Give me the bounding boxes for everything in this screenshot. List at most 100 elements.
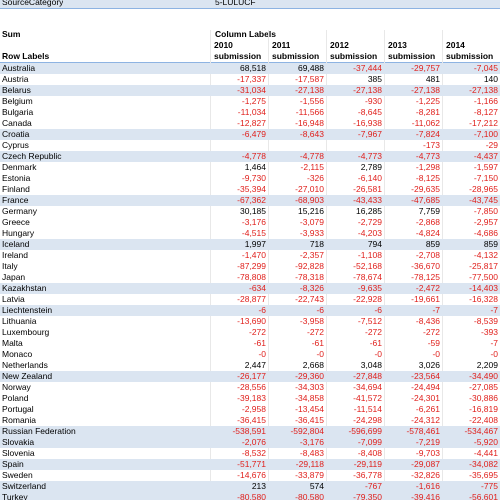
cell-value: -2,076 [241,437,266,447]
cell-value: -79,350 [353,492,382,500]
cell-value: -11,566 [295,107,324,117]
cell-value: -7,967 [357,129,382,139]
cell-value: 481 [425,74,440,84]
cell-value: -36,415 [295,415,324,425]
cell-value: -2,958 [241,404,266,414]
row-label: Hungary [2,228,35,238]
cell-value: -596,699 [348,426,382,436]
cell-value: -43,745 [469,195,498,205]
filter-label: SourceCategory [2,0,64,7]
cell-value: -27,085 [469,382,498,392]
cell-value: -4,132 [473,250,498,260]
cell-value: -14,676 [237,470,266,480]
cell-value: -4,515 [241,228,266,238]
row-label: Sweden [2,470,33,480]
cell-value: -31,034 [237,85,266,95]
cell-value: -37,444 [353,63,382,73]
cell-value: -272 [364,327,382,337]
cell-value: -22,743 [295,294,324,304]
cell-value: -24,312 [411,415,440,425]
row-label: Canada [2,118,32,128]
cell-value: -19,661 [411,294,440,304]
row-label: New Zealand [2,371,53,381]
row-label: Belgium [2,96,33,106]
cell-value: 2,668 [302,360,324,370]
cell-value: -28,556 [237,382,266,392]
cell-value: -326 [306,173,324,183]
cell-value: -24,494 [411,382,440,392]
cell-value: -56,601 [469,492,498,500]
cell-value: -29,635 [411,184,440,194]
row-label: Ireland [2,250,28,260]
row-highlight [0,283,500,294]
cell-value: 213 [251,481,266,491]
row-label: Finland [2,184,30,194]
cell-value: -78,674 [353,272,382,282]
row-highlight [0,305,500,316]
cell-value: -8,408 [357,448,382,458]
cell-value: -4,778 [241,151,266,161]
cell-value: -1,225 [415,96,440,106]
cell-value: -14,403 [469,283,498,293]
cell-value: -16,938 [353,118,382,128]
cell-value: -36,415 [237,415,266,425]
cell-value: -43,433 [353,195,382,205]
grid-line [326,30,327,500]
cell-value: -1,470 [241,250,266,260]
cell-value: -6 [374,305,382,315]
header-border [0,62,500,63]
cell-value: -25,817 [469,261,498,271]
cell-value: -534,467 [464,426,498,436]
cell-value: -7 [490,338,498,348]
cell-value: -32,826 [411,470,440,480]
cell-value: -29,360 [295,371,324,381]
cell-value: -4,441 [473,448,498,458]
cell-value: -1,108 [357,250,382,260]
row-highlight [0,85,500,96]
cell-value: -36,670 [411,261,440,271]
cell-value: -8,326 [299,283,324,293]
cell-value: -634 [248,283,266,293]
cell-value: -11,034 [237,107,266,117]
cell-value: -92,828 [295,261,324,271]
cell-value: -4,773 [357,151,382,161]
cell-value: 2,789 [360,162,382,172]
cell-value: -592,804 [290,426,324,436]
cell-value: -1,597 [473,162,498,172]
cell-value: -87,299 [237,261,266,271]
cell-value: -2,868 [415,217,440,227]
row-label: Latvia [2,294,25,304]
cell-value: -80,580 [237,492,266,500]
cell-value: -3,958 [299,316,324,326]
cell-value: -29,757 [411,63,440,73]
column-header: submission [272,51,320,61]
row-highlight [0,151,500,162]
grid-line [268,30,269,500]
cell-value: -17,587 [295,74,324,84]
cell-value: 68,518 [240,63,266,73]
cell-value: -5,920 [473,437,498,447]
row-label: Portugal [2,404,34,414]
cell-value: -78,125 [411,272,440,282]
cell-value: -7 [432,305,440,315]
cell-value: -78,808 [237,272,266,282]
cell-value: 15,216 [298,206,324,216]
cell-value: -7,100 [473,129,498,139]
cell-value: -27,138 [295,85,324,95]
cell-value: -29 [485,140,498,150]
row-label: Lithuania [2,316,37,326]
cell-value: 2,447 [244,360,266,370]
cell-value: -39,416 [411,492,440,500]
column-labels: Column Labels [215,29,276,39]
cell-value: -68,903 [295,195,324,205]
cell-value: -27,138 [353,85,382,95]
column-header: submission [446,51,494,61]
cell-value: -34,490 [469,371,498,381]
cell-value: -29,118 [295,459,324,469]
cell-value: -2,357 [299,250,324,260]
cell-value: -59 [427,338,440,348]
cell-value: -39,183 [237,393,266,403]
cell-value: -6,140 [357,173,382,183]
cell-value: -0 [432,349,440,359]
